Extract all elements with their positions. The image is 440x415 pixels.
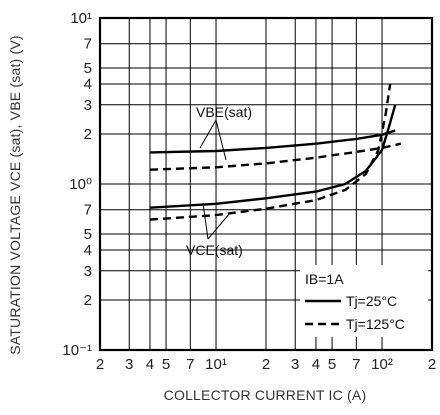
x-tick-label: 7: [352, 356, 360, 373]
legend-condition: IB=1A: [305, 271, 344, 287]
y-tick-label: 7: [84, 36, 92, 53]
y-tick-label: 5: [84, 60, 92, 77]
x-axis-label: COLLECTOR CURRENT IC (A): [164, 387, 367, 403]
x-tick-label: 4: [146, 356, 154, 373]
x-tick-label: 5: [328, 356, 336, 373]
y-axis-label: SATURATION VOLTAGE VCE (sat), VBE (sat) …: [7, 35, 23, 355]
x-tick-label: 3: [291, 356, 299, 373]
series-line-vbe-sat-tj-125-c: [149, 142, 402, 171]
y-tick-label: 10⁻¹: [62, 342, 92, 359]
y-tick-label: 2: [84, 292, 92, 309]
legend-label-125c: Tj=125°C: [346, 316, 405, 332]
vbe-sat-annotation: VBE(sat): [196, 104, 252, 120]
series-line-vce-sat-tj-125-c: [149, 83, 392, 221]
y-tick-label: 4: [84, 76, 92, 93]
x-tick-label: 2: [428, 356, 436, 373]
y-tick-label: 10⁰: [69, 176, 92, 193]
y-tick-label: 7: [84, 202, 92, 219]
x-tick-label: 10²: [371, 356, 393, 373]
x-tick-label: 5: [162, 356, 170, 373]
y-tick-label: 3: [84, 97, 92, 114]
curve-layer: [149, 83, 402, 221]
y-tick-label: 5: [84, 226, 92, 243]
x-tick-label: 7: [186, 356, 194, 373]
legend-label-25c: Tj=25°C: [346, 293, 397, 309]
y-tick-label: 10¹: [70, 10, 92, 27]
vce-sat-annotation: VCE(sat): [186, 242, 243, 258]
vbe-leader-solid: [199, 119, 217, 149]
x-tick-label: 3: [125, 356, 133, 373]
annotation-layer: VBE(sat) VCE(sat): [186, 104, 252, 258]
y-tick-label: 3: [84, 263, 92, 280]
x-tick-label: 2: [96, 356, 104, 373]
x-tick-label: 2: [262, 356, 270, 373]
vbe-leader-dashed: [215, 119, 227, 161]
vce-leader-dashed: [207, 212, 231, 240]
x-tick-label: 4: [312, 356, 320, 373]
legend: IB=1A Tj=25°C Tj=125°C: [300, 265, 428, 337]
series-line-vce-sat-tj-25-c: [149, 104, 397, 209]
y-tick-label: 2: [84, 126, 92, 143]
vce-leader-solid: [202, 202, 209, 240]
x-tick-label: 10¹: [205, 356, 227, 373]
plot-frame: [98, 16, 434, 352]
y-tick-label: 4: [84, 242, 92, 259]
